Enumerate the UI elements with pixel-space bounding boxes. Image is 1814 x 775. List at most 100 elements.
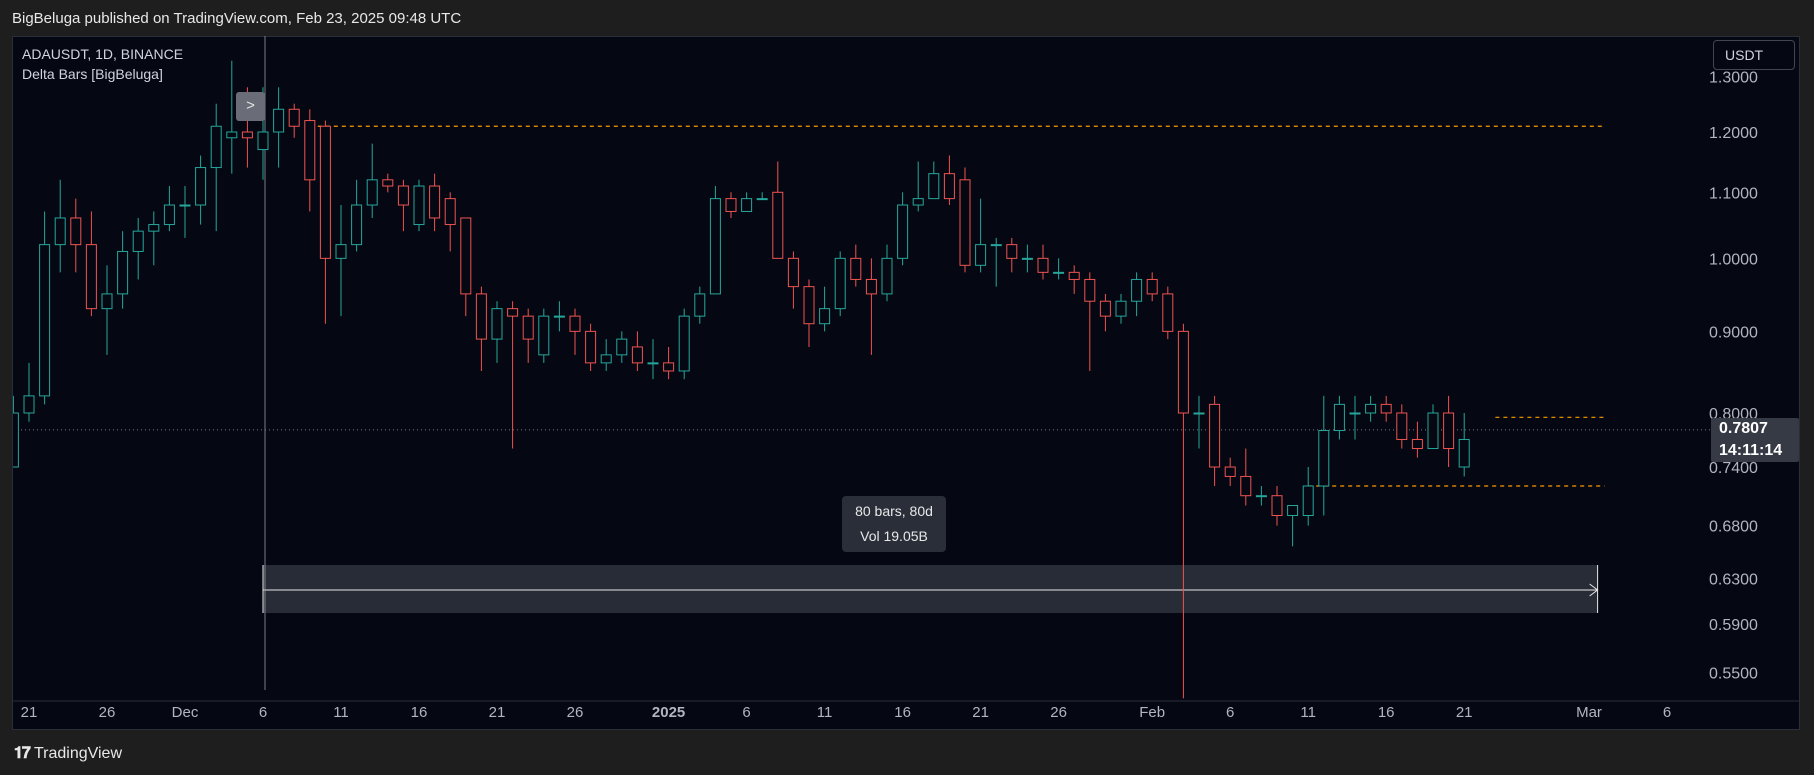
candle-body	[335, 244, 347, 259]
candle-body	[881, 257, 893, 295]
candle-body	[288, 108, 300, 127]
candle-body	[241, 131, 253, 139]
candle-body	[132, 230, 144, 252]
candle-body	[522, 315, 534, 340]
candle-body	[1084, 278, 1096, 302]
collapse-legend-button[interactable]: >	[236, 92, 265, 121]
candle-body	[1006, 244, 1018, 259]
candle-body	[257, 131, 269, 151]
candle-body	[1162, 293, 1174, 332]
candle-body	[803, 286, 815, 325]
candle-body	[54, 217, 66, 246]
x-axis-tick-label: 11	[1300, 704, 1316, 721]
candle-body	[460, 217, 472, 295]
candle-body	[1131, 278, 1143, 302]
candle-body	[990, 244, 1002, 247]
candle-body	[429, 185, 441, 219]
x-axis-tick-label: 21	[21, 704, 38, 721]
candle-body	[1522, 431, 1532, 440]
candle-body	[616, 338, 628, 356]
candle-body	[366, 179, 378, 206]
candle-body	[912, 198, 924, 206]
candle-body	[1021, 257, 1033, 260]
candle-body	[195, 167, 207, 206]
candle-body	[897, 204, 909, 259]
candle-body	[787, 257, 799, 288]
candle-body	[631, 346, 643, 364]
candle-body	[1271, 495, 1283, 516]
candle-body	[1380, 403, 1392, 414]
candle-body	[600, 354, 612, 364]
measure-arrow-head	[1589, 583, 1599, 597]
x-axis-tick-label: 21	[489, 704, 506, 721]
candle-body	[1037, 257, 1049, 273]
x-axis-tick-label: 11	[333, 704, 349, 721]
symbol-legend[interactable]: ADAUSDT, 1D, BINANCE	[22, 46, 184, 62]
candle-body	[1177, 330, 1189, 414]
candle-body	[1475, 413, 1485, 439]
candle-body	[1209, 403, 1221, 468]
candle-body	[569, 315, 581, 332]
candle-body	[1053, 271, 1065, 274]
tradingview-brand: TradingView	[33, 745, 122, 762]
candle-body	[444, 198, 456, 226]
candle-body	[553, 315, 565, 318]
candle-body	[304, 120, 316, 181]
candle-body	[210, 125, 222, 169]
candle-body	[1411, 438, 1423, 450]
candle-body	[179, 204, 191, 207]
x-axis-tick-label: 26	[567, 704, 584, 721]
candle-body	[1318, 430, 1330, 487]
y-axis-tick-label: 1.2000	[1709, 125, 1758, 142]
candle-body	[475, 293, 487, 340]
tradingview-logo-icon: 𝟏𝟕	[14, 745, 31, 762]
x-axis-tick-label: 16	[1378, 704, 1395, 721]
candle-body	[959, 179, 971, 266]
candle-body	[678, 315, 690, 372]
candle-body	[1287, 505, 1299, 516]
candle-body	[1193, 412, 1205, 415]
candle-body	[1302, 485, 1314, 516]
x-axis-tick-label: 21	[972, 704, 989, 721]
candle-body	[1115, 300, 1127, 317]
candle-body	[725, 198, 737, 212]
y-axis-tick-label: 1.3000	[1709, 70, 1758, 87]
candle-body	[1427, 412, 1439, 450]
candle-body	[1349, 412, 1361, 415]
candle-body	[1240, 475, 1252, 497]
candle-body	[1506, 431, 1516, 449]
y-axis-tick-label: 0.6300	[1709, 572, 1758, 589]
x-axis-tick-label: 16	[411, 704, 428, 721]
x-axis-tick-label: Dec	[172, 704, 199, 721]
x-axis-tick-label: Mar	[1576, 704, 1602, 721]
x-axis-tick-label: Feb	[1139, 704, 1165, 721]
candle-body	[319, 125, 331, 259]
x-axis-tick-label: 16	[894, 704, 911, 721]
bar-countdown: 14:11:14	[1719, 442, 1783, 459]
candle-body	[1458, 438, 1470, 468]
candle-body	[39, 244, 51, 397]
candle-body	[273, 108, 285, 133]
tradingview-logo[interactable]: 𝟏𝟕 TradingView	[14, 745, 122, 763]
x-axis-tick-label: 11	[817, 704, 833, 721]
candle-body	[148, 224, 160, 232]
candle-body	[382, 179, 394, 187]
x-axis-tick-label: 26	[99, 704, 116, 721]
candle-body	[943, 173, 955, 200]
candles-group	[13, 60, 1532, 699]
x-axis-tick-label: 6	[1226, 704, 1234, 721]
candle-body	[928, 173, 940, 200]
currency-button[interactable]: USDT	[1713, 40, 1795, 70]
candle-body	[865, 278, 877, 295]
indicator-legend[interactable]: Delta Bars [BigBeluga]	[22, 66, 163, 82]
y-axis-tick-label: 0.5900	[1709, 617, 1758, 634]
measure-range-box	[263, 565, 1598, 613]
candle-body	[834, 257, 846, 310]
candle-body	[1333, 403, 1345, 432]
y-axis-tick-label: 0.6800	[1709, 519, 1758, 536]
candle-body	[819, 308, 831, 325]
candle-body	[709, 198, 721, 295]
last-price: 0.7807	[1719, 420, 1768, 437]
candle-body	[226, 131, 238, 139]
